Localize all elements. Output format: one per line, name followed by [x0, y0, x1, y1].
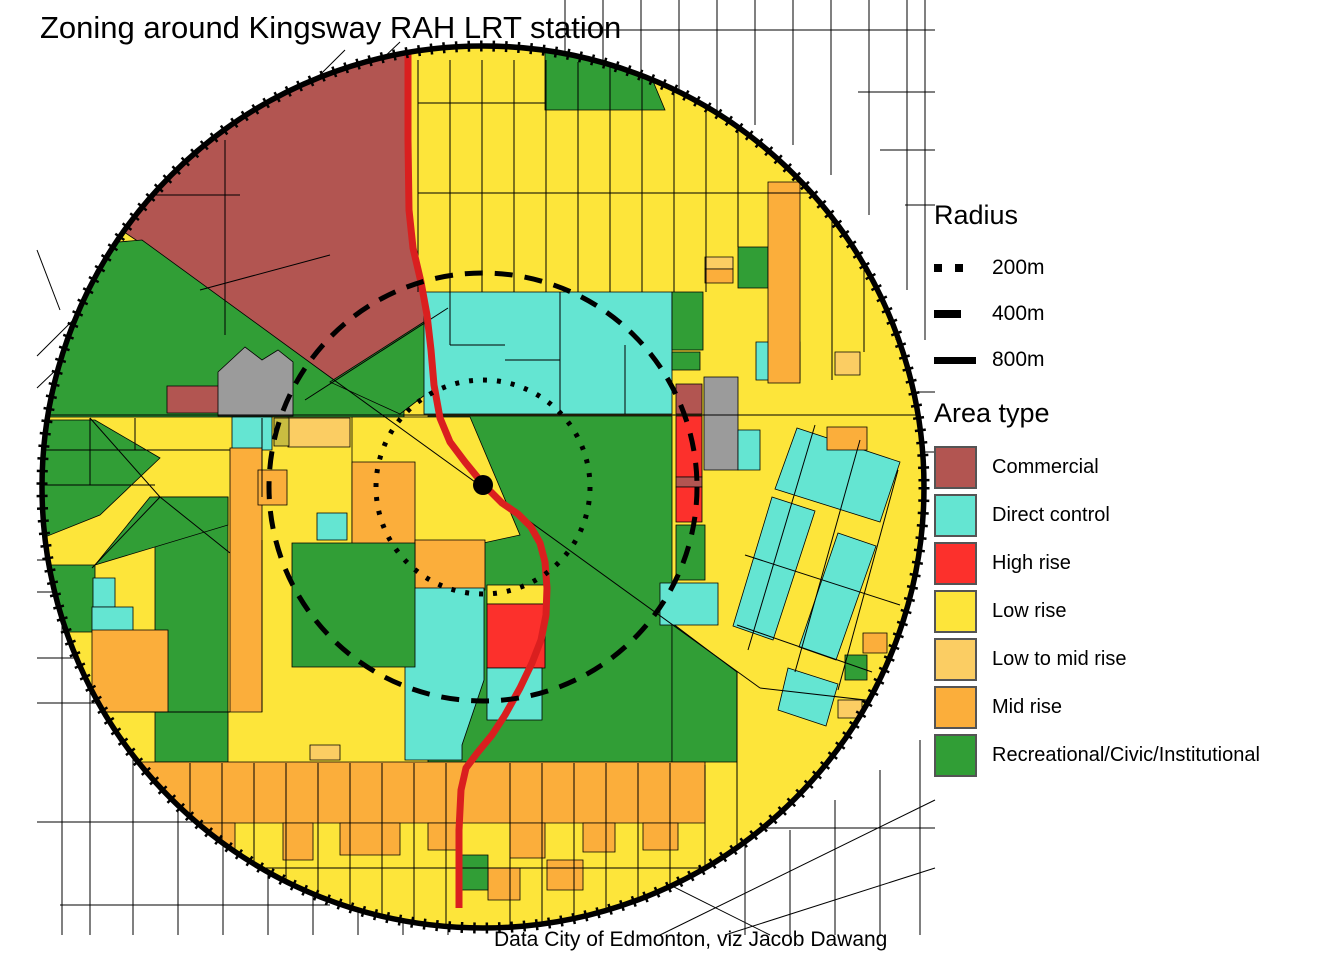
zone-mid	[339, 822, 401, 856]
zone-mid	[351, 461, 416, 548]
area-legend-label: Commercial	[992, 455, 1099, 478]
area-legend-label: Recreational/Civic/Institutional	[992, 743, 1260, 766]
zone-mid	[414, 539, 486, 591]
zone-low_mid	[834, 351, 861, 376]
color-swatch	[934, 589, 977, 633]
color-swatch	[934, 493, 977, 537]
zone-mid	[91, 629, 169, 713]
zone-direct	[404, 587, 485, 761]
radius-400m-ring	[266, 270, 700, 704]
zone-direct	[798, 532, 877, 661]
zone-mid	[257, 469, 288, 506]
zone-mid	[119, 761, 706, 824]
radius-legend-item: 400m	[934, 291, 1045, 337]
zone-mid	[229, 447, 263, 713]
zone-direct	[231, 416, 273, 451]
dotted-line-sample	[934, 264, 992, 272]
zone-mid	[282, 822, 314, 861]
area-legend-title: Area type	[934, 398, 1050, 428]
zone-direct	[316, 512, 348, 541]
radius-legend-items: 200m 400m 800m	[934, 245, 1045, 383]
zoning-polygons	[42, 49, 901, 906]
color-swatch	[934, 685, 977, 729]
zone-recreation	[93, 496, 229, 566]
area-legend-label: High rise	[992, 551, 1071, 574]
zone-mid	[704, 268, 734, 284]
zone-mid	[642, 822, 679, 851]
color-swatch	[934, 445, 977, 489]
solid-line-sample	[934, 356, 992, 364]
lrt-line	[404, 53, 551, 908]
area-legend-label: Direct control	[992, 503, 1110, 526]
radius-legend-item: 800m	[934, 337, 1045, 383]
zone-mid	[767, 181, 801, 384]
zone-direct	[91, 606, 134, 632]
area-legend-item: Recreational/Civic/Institutional	[934, 731, 1260, 779]
area-type-legend: Area type Commercial Direct control High r…	[934, 398, 1260, 779]
area-legend-label: Mid rise	[992, 695, 1063, 718]
zone-direct	[423, 291, 673, 415]
radius-legend: Radius 200m 400m 800m	[934, 200, 1045, 383]
zone-recreation	[42, 419, 161, 546]
zone-mid	[427, 822, 461, 851]
area-legend-items: Commercial Direct control High rise Low ris…	[934, 443, 1260, 779]
zone-recreation	[291, 542, 416, 668]
radius-200m-ring	[373, 377, 593, 597]
zone-mid	[862, 632, 888, 654]
area-legend-item: Low rise	[934, 587, 1260, 635]
radius-legend-label: 800m	[992, 348, 1045, 371]
streets-inside	[42, 60, 924, 928]
zone-low_mid	[704, 256, 734, 270]
dashed-line-sample	[934, 310, 992, 318]
zone-mid	[546, 859, 584, 891]
zone-unzoned	[217, 346, 294, 417]
page-title: Zoning around Kingsway RAH LRT station	[40, 10, 622, 45]
zone-recreation	[671, 291, 704, 351]
zone-direct	[774, 427, 901, 523]
zone-direct	[777, 667, 839, 727]
zone-recreation	[844, 654, 868, 681]
radius-legend-label: 400m	[992, 302, 1045, 325]
zone-direct	[732, 496, 816, 641]
color-swatch	[934, 733, 977, 777]
zone-direct	[737, 429, 761, 471]
zone-recreation	[671, 351, 701, 371]
radius-legend-item: 200m	[934, 245, 1045, 291]
radius-legend-label: 200m	[992, 256, 1045, 279]
zone-direct	[92, 577, 116, 608]
area-legend-item: Low to mid rise	[934, 635, 1260, 683]
area-legend-item: Direct control	[934, 491, 1260, 539]
area-legend-item: High rise	[934, 539, 1260, 587]
zone-mid	[826, 426, 868, 451]
data-source-caption: Data City of Edmonton, viz Jacob Dawang	[494, 928, 888, 951]
zone-mid	[582, 822, 616, 853]
area-legend-label: Low to mid rise	[992, 647, 1127, 670]
zone-recreation	[737, 246, 769, 289]
zone-low_mid	[309, 744, 341, 761]
color-swatch	[934, 541, 977, 585]
zone-high	[486, 603, 546, 669]
zone-mid	[509, 822, 546, 859]
zone-unzoned	[703, 376, 739, 471]
area-legend-item: Commercial	[934, 443, 1260, 491]
color-swatch	[934, 637, 977, 681]
zone-mid	[487, 867, 521, 901]
area-legend-item: Mid rise	[934, 683, 1260, 731]
zone-low_mid	[287, 417, 351, 448]
area-legend-label: Low rise	[992, 599, 1067, 622]
radius-800m-ring-texture	[36, 40, 930, 934]
radius-legend-title: Radius	[934, 200, 1019, 230]
lrt-station-dot	[473, 475, 493, 495]
